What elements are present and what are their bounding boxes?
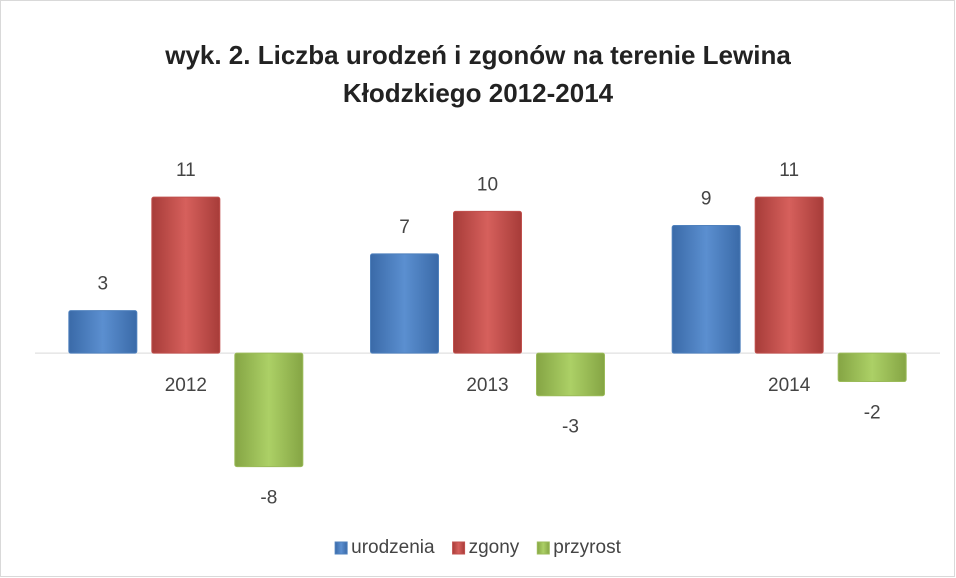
value-label: -3 (562, 417, 579, 438)
x-tick-label: 2013 (466, 375, 508, 396)
legend-swatch (334, 541, 348, 555)
legend-swatch (536, 541, 550, 555)
value-label: 10 (477, 174, 498, 195)
value-label: 3 (98, 274, 109, 295)
chart-title: wyk. 2. Liczba urodzeń i zgonów na teren… (165, 40, 791, 108)
legend-label: urodzenia (351, 537, 435, 558)
legend-label: zgony (469, 537, 520, 558)
bar (234, 352, 304, 468)
value-label: 7 (399, 217, 410, 238)
value-label: 11 (779, 160, 799, 181)
bar (536, 352, 605, 397)
legend-swatch (452, 541, 466, 555)
bar (453, 210, 522, 354)
bar (837, 352, 907, 383)
legend-label: przyrost (553, 537, 621, 558)
bar (754, 196, 824, 354)
value-label: 9 (701, 189, 712, 210)
bar (151, 196, 221, 354)
x-tick-label: 2012 (165, 375, 207, 396)
x-tick-label: 2014 (768, 375, 811, 396)
value-label: -8 (260, 488, 277, 509)
bar (671, 225, 741, 354)
bar (370, 253, 439, 354)
value-label: -2 (864, 403, 881, 424)
value-label: 11 (176, 160, 196, 181)
bar (68, 310, 138, 354)
